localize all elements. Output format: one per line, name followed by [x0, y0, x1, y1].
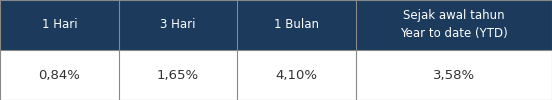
- Bar: [119, 0, 237, 50]
- Text: 0,84%: 0,84%: [39, 68, 80, 81]
- Text: Sejak awal tahun
Year to date (YTD): Sejak awal tahun Year to date (YTD): [400, 10, 508, 41]
- Text: 4,10%: 4,10%: [276, 68, 318, 81]
- Bar: [237, 50, 356, 100]
- Text: 3,58%: 3,58%: [433, 68, 475, 81]
- Text: 1 Hari: 1 Hari: [41, 18, 77, 32]
- Text: 1,65%: 1,65%: [157, 68, 199, 81]
- Bar: [0, 50, 119, 100]
- Bar: [0, 0, 119, 50]
- Bar: [356, 50, 552, 100]
- Bar: [237, 0, 356, 50]
- Bar: [356, 0, 552, 50]
- Text: 3 Hari: 3 Hari: [160, 18, 196, 32]
- Bar: [119, 50, 237, 100]
- Text: 1 Bulan: 1 Bulan: [274, 18, 319, 32]
